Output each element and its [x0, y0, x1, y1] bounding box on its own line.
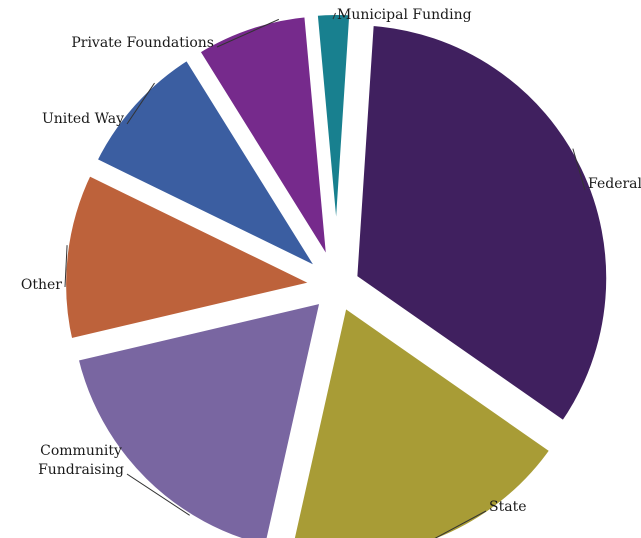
slice-label-united-way: United Way	[42, 111, 124, 127]
pie-slice-private-foundations	[189, 8, 336, 272]
slice-label-other: Other	[21, 277, 62, 293]
pie-slice-state	[286, 296, 560, 538]
pie-slices	[58, 7, 615, 538]
pie-slice-municipal-funding	[309, 7, 358, 269]
leader-line-community-fundraising	[126, 473, 190, 516]
pie-slice-community-fundraising	[69, 293, 330, 538]
leader-line-private-foundations	[216, 18, 280, 48]
leader-line-federal	[572, 148, 586, 191]
slice-label-private-foundations: Private Foundations	[71, 35, 214, 51]
slice-label-community-fundraising: Community Fundraising	[38, 443, 124, 478]
pie-slice-united-way	[87, 50, 335, 284]
leader-line-municipal-funding	[332, 12, 336, 20]
slice-label-municipal-funding: Municipal Funding	[337, 7, 472, 23]
pie-slice-other	[58, 165, 331, 348]
slice-labels: Federal State Community Fundraising Other Uni…	[21, 7, 641, 515]
slice-label-federal: Federal	[588, 176, 641, 192]
leader-lines	[64, 12, 586, 538]
pie-slice-federal	[349, 17, 615, 431]
leader-line-other	[64, 245, 68, 288]
slice-label-state: State	[489, 499, 526, 515]
leader-line-state	[434, 510, 487, 538]
leader-line-united-way	[126, 82, 155, 125]
